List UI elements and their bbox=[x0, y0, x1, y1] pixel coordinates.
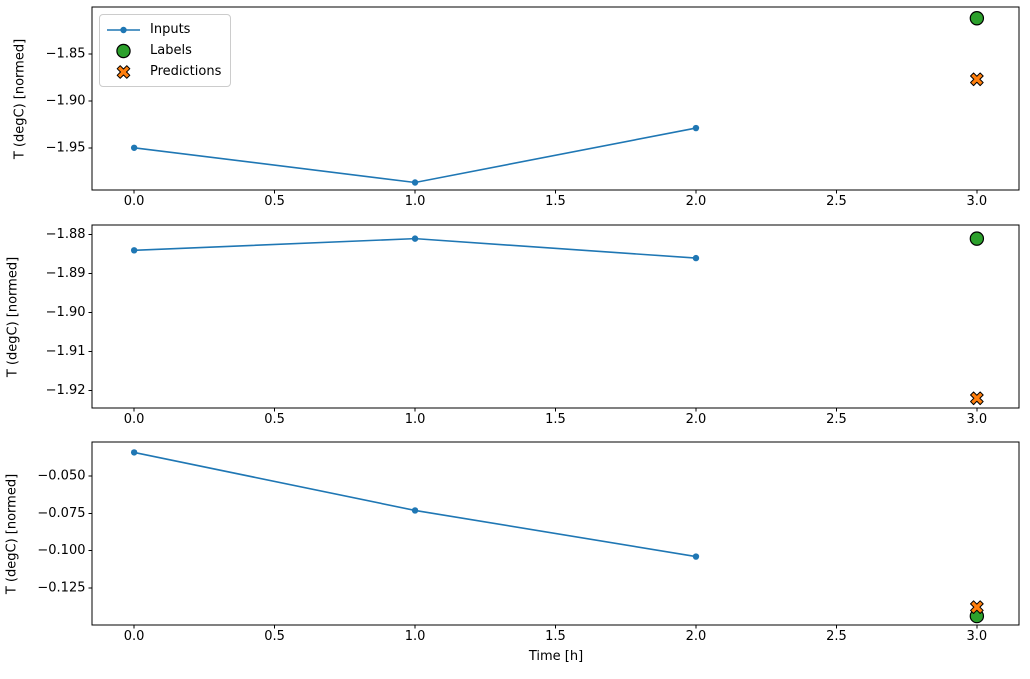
y-tick-label: −0.075 bbox=[37, 506, 85, 521]
subplot-2: 0.0 0.5 1.0 1.5 2.0 2.5 3.0 −1.88 −1.89 −1.90 −1.9… bbox=[46, 224, 1020, 427]
subplot-1: 0.0 0.5 1.0 1.5 2.0 2.5 3.0 −1.85 −1.90 −1.95 bbox=[46, 6, 1020, 209]
y-tick-label: −1.85 bbox=[46, 46, 86, 61]
legend-item-predictions: Predictions bbox=[105, 61, 221, 82]
x-tick-label: 1.0 bbox=[405, 412, 426, 427]
y-tick-label: −1.89 bbox=[46, 266, 86, 281]
inputs-point bbox=[692, 553, 700, 560]
x-tick-label: 0.0 bbox=[124, 629, 145, 644]
x-tick-label: 2.0 bbox=[686, 629, 707, 644]
subplot-3: 0.0 0.5 1.0 1.5 2.0 2.5 3.0 −0.050 −0.075 −0.100 −… bbox=[37, 441, 1020, 644]
labels-marker bbox=[969, 231, 985, 246]
x-tick-label: 2.5 bbox=[826, 629, 847, 644]
ylabel-subplot-3: T (degC) [normed] bbox=[4, 473, 20, 595]
ylabel-subplot-1: T (degC) [normed] bbox=[12, 38, 28, 160]
x-tick-label: 1.5 bbox=[545, 629, 566, 644]
x-tick-label: 1.0 bbox=[405, 629, 426, 644]
plot-frame bbox=[91, 224, 1020, 409]
labels-circle-icon bbox=[116, 43, 131, 58]
predictions-marker bbox=[970, 600, 984, 614]
y-tick-label: −0.100 bbox=[37, 543, 85, 558]
legend-x-sample bbox=[116, 64, 131, 79]
legend-label-predictions: Predictions bbox=[150, 64, 222, 79]
inputs-point bbox=[130, 144, 138, 151]
inputs-point bbox=[411, 507, 419, 514]
legend-dot-sample bbox=[120, 26, 127, 33]
inputs-point bbox=[130, 247, 138, 254]
x-tick-label: 3.0 bbox=[967, 194, 988, 209]
x-tick-label: 2.5 bbox=[826, 194, 847, 209]
inputs-point bbox=[692, 124, 700, 132]
x-tick-label: 0.5 bbox=[264, 194, 285, 209]
y-tick-label: −1.90 bbox=[46, 93, 86, 108]
legend: Inputs Labels Predictions bbox=[99, 14, 232, 87]
labels-marker bbox=[969, 11, 985, 26]
legend-item-inputs: Inputs bbox=[105, 19, 221, 40]
x-tick-label: 2.5 bbox=[826, 412, 847, 427]
xlabel: Time [h] bbox=[528, 649, 584, 664]
x-tick-label: 2.0 bbox=[686, 194, 707, 209]
y-tick-label: −0.050 bbox=[37, 469, 85, 484]
x-tick-label: 0.5 bbox=[264, 412, 285, 427]
predictions-x-icon bbox=[116, 64, 131, 79]
y-tick-label: −1.90 bbox=[46, 305, 86, 320]
predictions-marker bbox=[970, 391, 984, 406]
x-tick-label: 1.5 bbox=[545, 194, 566, 209]
y-tick-label: −1.88 bbox=[46, 227, 86, 242]
x-tick-label: 1.0 bbox=[405, 194, 426, 209]
inputs-point bbox=[130, 449, 138, 456]
x-tick-label: 0.0 bbox=[124, 412, 145, 427]
y-tick-label: −1.91 bbox=[46, 344, 86, 359]
x-tick-label: 0.5 bbox=[264, 629, 285, 644]
legend-item-labels: Labels bbox=[105, 40, 221, 61]
y-tick-label: −0.125 bbox=[37, 580, 85, 595]
x-tick-label: 3.0 bbox=[967, 412, 988, 427]
x-tick-label: 1.5 bbox=[545, 412, 566, 427]
predictions-marker bbox=[970, 72, 984, 87]
y-tick-label: −1.92 bbox=[46, 383, 86, 398]
ylabel-subplot-2: T (degC) [normed] bbox=[5, 256, 21, 378]
legend-circle-sample bbox=[116, 43, 131, 58]
legend-label-inputs: Inputs bbox=[150, 22, 191, 37]
inputs-point bbox=[411, 179, 419, 186]
inputs-point bbox=[411, 235, 419, 242]
x-tick-label: 3.0 bbox=[967, 629, 988, 644]
inputs-line-icon bbox=[107, 26, 140, 33]
plot-frame bbox=[91, 6, 1020, 191]
y-tick-label: −1.95 bbox=[46, 140, 86, 155]
x-tick-label: 2.0 bbox=[686, 412, 707, 427]
x-tick-label: 0.0 bbox=[124, 194, 145, 209]
inputs-line bbox=[134, 127, 697, 184]
legend-label-labels: Labels bbox=[150, 43, 192, 58]
inputs-line bbox=[133, 451, 697, 558]
inputs-point bbox=[692, 254, 700, 262]
